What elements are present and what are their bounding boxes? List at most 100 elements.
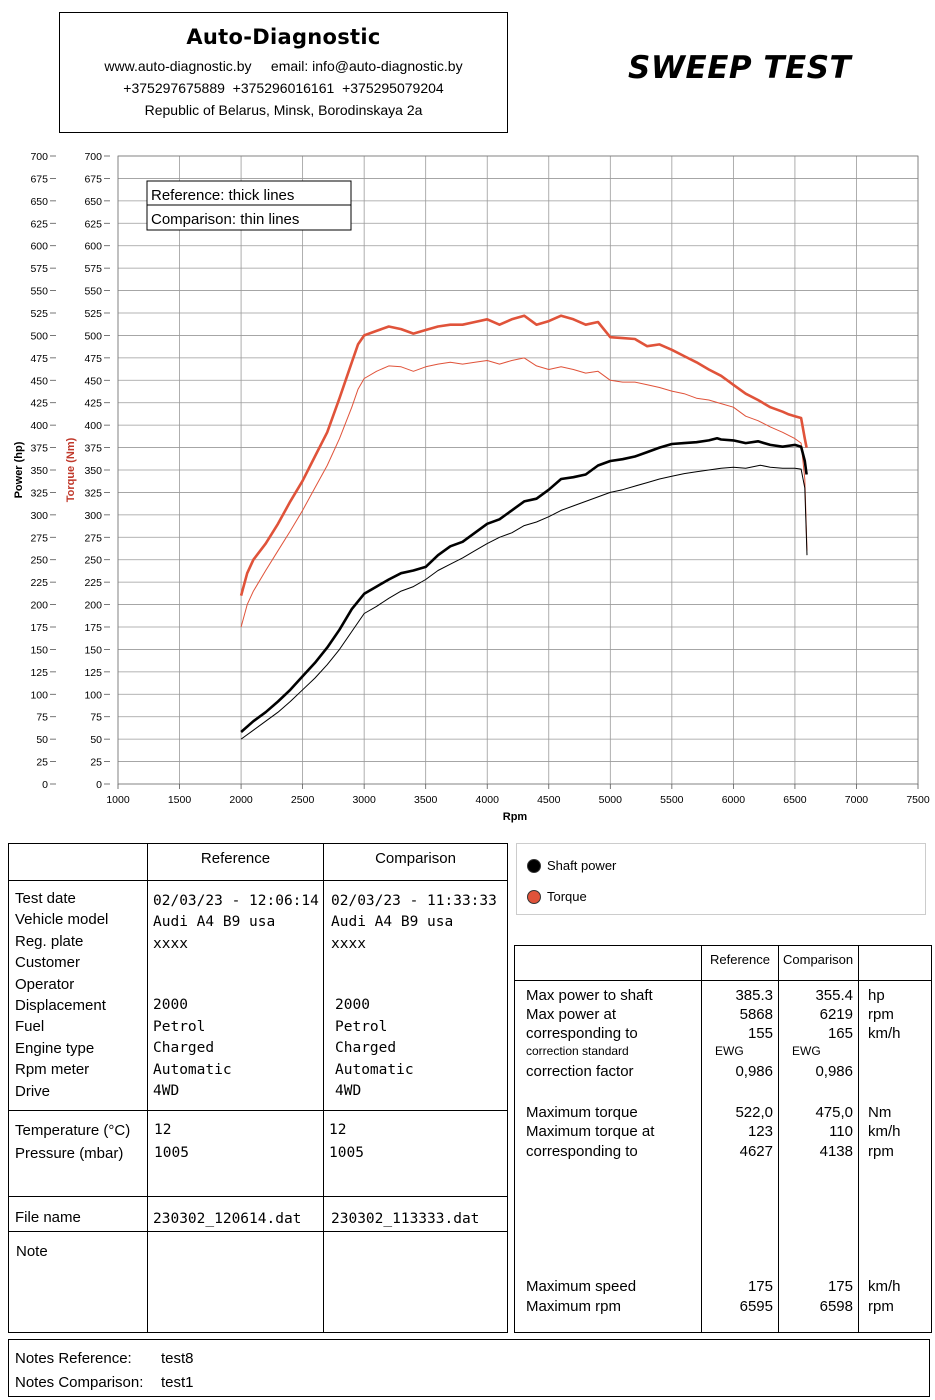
- ref-value: Audi A4 B9 usa: [153, 914, 276, 931]
- notes-box: Notes Reference: test8 Notes Comparison:…: [8, 1339, 930, 1397]
- info-label: Customer: [15, 954, 81, 972]
- stats-cmp-max-rpm: 6598: [819, 1298, 853, 1315]
- x-tick-label: 1000: [106, 794, 130, 806]
- x-tick-label: 3500: [414, 794, 438, 806]
- cmp-env-value: 12: [329, 1122, 347, 1138]
- y-tick-label-power: 25: [36, 757, 48, 769]
- info-label: Drive: [15, 1082, 51, 1100]
- y-tick-label-power: 250: [30, 555, 48, 567]
- stats-cmp-max-power: 355.4: [815, 987, 853, 1004]
- stats-ref-max-power-at: 5868: [739, 1006, 773, 1023]
- ref-value: 02/03/23 - 12:06:14: [153, 893, 319, 909]
- page-title: SWEEP TEST: [628, 50, 852, 86]
- y-tick-label-power: 100: [30, 689, 48, 701]
- ref-value: Petrol: [153, 1018, 206, 1035]
- cmp-value: Automatic: [335, 1061, 414, 1078]
- y-tick-label-torque: 625: [84, 218, 102, 230]
- stats-ref-max-power: 385.3: [735, 987, 773, 1004]
- y-tick-label-torque: 50: [90, 734, 102, 746]
- phone-line: +375297675889 +375296016161 +37529507920…: [123, 80, 444, 96]
- y-tick-label-torque: 350: [84, 465, 102, 477]
- note-comparison: Comparison: thin lines: [151, 211, 299, 228]
- col-reference: Reference: [200, 850, 271, 867]
- y-tick-label-power: 175: [30, 622, 48, 634]
- y-tick-label-power: 400: [30, 420, 48, 432]
- y-tick-label-power: 525: [30, 308, 48, 320]
- y-tick-label-power: 300: [30, 510, 48, 522]
- y-tick-label-torque: 200: [84, 600, 102, 612]
- x-tick-label: 3000: [352, 794, 376, 806]
- y-tick-label-power: 200: [30, 600, 48, 612]
- cmp-value: xxxx: [331, 935, 366, 952]
- power-thick-line: [240, 437, 808, 733]
- y-tick-label-torque: 300: [84, 510, 102, 522]
- ref-env-value: 1005: [154, 1145, 189, 1161]
- x-axis-label: Rpm: [503, 811, 528, 823]
- y-tick-label-torque: 250: [84, 555, 102, 567]
- y-tick-label-power: 650: [30, 196, 48, 208]
- cmp-value: 4WD: [335, 1083, 362, 1100]
- torque-thick-line: [239, 314, 808, 596]
- y-tick-label-power: 275: [30, 532, 48, 544]
- dyno-chart: 1000 1500 2000 2500 3000 3500 4000 4500 5000 5500…: [13, 151, 930, 823]
- stats-label-max-power: Max power to shaft: [526, 987, 653, 1004]
- cmp-value: Petrol: [335, 1018, 388, 1035]
- stats-ref-corr-std: EWG: [715, 1044, 744, 1058]
- torque-thin-line: [240, 357, 808, 628]
- stats-cmp-max-speed: 175: [827, 1278, 853, 1295]
- y-tick-label-torque: 550: [84, 286, 102, 298]
- ref-value: Automatic: [153, 1061, 232, 1078]
- x-tick-label: 5000: [599, 794, 623, 806]
- y-tick-label-power: 325: [30, 487, 48, 499]
- y-tick-label-power: 0: [42, 779, 48, 791]
- info-label: Vehicle model: [15, 911, 109, 929]
- notes-ref-value: test8: [161, 1350, 194, 1367]
- info-label: Reg. plate: [15, 932, 84, 950]
- col-comparison: Comparison: [375, 850, 456, 867]
- cmp-file-name: 230302_113333.dat: [331, 1211, 480, 1227]
- legend-torque-label: Torque: [547, 889, 587, 904]
- y-tick-label-torque: 675: [84, 173, 102, 185]
- stats-label-max-power-at: Max power at: [526, 1006, 617, 1023]
- y-tick-label-power: 575: [30, 263, 48, 275]
- y-tick-label-power: 675: [30, 173, 48, 185]
- stats-col-comparison: Comparison: [783, 952, 854, 967]
- stats-cmp-torque-corr: 4138: [819, 1143, 853, 1160]
- stats-unit-max-power: hp: [868, 987, 885, 1004]
- y-tick-label-torque: 375: [84, 443, 102, 455]
- y-tick-label-torque: 475: [84, 353, 102, 365]
- stats-ref-max-torque: 522,0: [735, 1104, 773, 1121]
- info-label: Test date: [15, 890, 76, 907]
- info-label: Operator: [15, 975, 75, 993]
- cmp-value: 2000: [335, 997, 370, 1013]
- y-tick-label-torque: 700: [84, 151, 102, 163]
- y-tick-label-torque: 125: [84, 667, 102, 679]
- file-name-label: File name: [15, 1209, 81, 1226]
- stats-ref-corr-factor: 0,986: [735, 1063, 773, 1080]
- stats-ref-max-torque-at: 123: [747, 1123, 773, 1140]
- stats-unit-max-torque: Nm: [868, 1104, 892, 1121]
- stats-label-max-torque-at: Maximum torque at: [526, 1123, 655, 1140]
- env-label: Pressure (mbar): [15, 1145, 124, 1162]
- x-tick-label: 1500: [168, 794, 192, 806]
- y-tick-label-power: 550: [30, 286, 48, 298]
- stats-label-corr-std: correction standard: [526, 1044, 629, 1058]
- stats-cmp-corr-std: EWG: [792, 1044, 821, 1058]
- stats-cmp-max-torque-at: 110: [829, 1123, 853, 1140]
- stats-label-max-rpm: Maximum rpm: [526, 1298, 622, 1315]
- ref-value: Charged: [153, 1040, 215, 1057]
- y-tick-label-torque: 650: [84, 196, 102, 208]
- y-tick-label-power: 475: [30, 353, 48, 365]
- y-tick-label-torque: 225: [84, 577, 102, 589]
- stats-label-corr-to: corresponding to: [526, 1025, 638, 1042]
- stats-unit-max-speed: km/h: [868, 1278, 901, 1295]
- y-tick-label-power: 600: [30, 241, 48, 253]
- x-tick-label: 6500: [783, 794, 807, 806]
- stats-unit-torque-corr: rpm: [868, 1143, 894, 1160]
- x-tick-label: 4500: [537, 794, 561, 806]
- plot-frame: [117, 155, 919, 785]
- y-tick-label-torque: 500: [84, 330, 102, 342]
- y-tick-label-power: 375: [30, 443, 48, 455]
- contact-line: www.auto-diagnostic.by email: info@auto-…: [104, 58, 463, 74]
- y-tick-label-power: 450: [30, 375, 48, 387]
